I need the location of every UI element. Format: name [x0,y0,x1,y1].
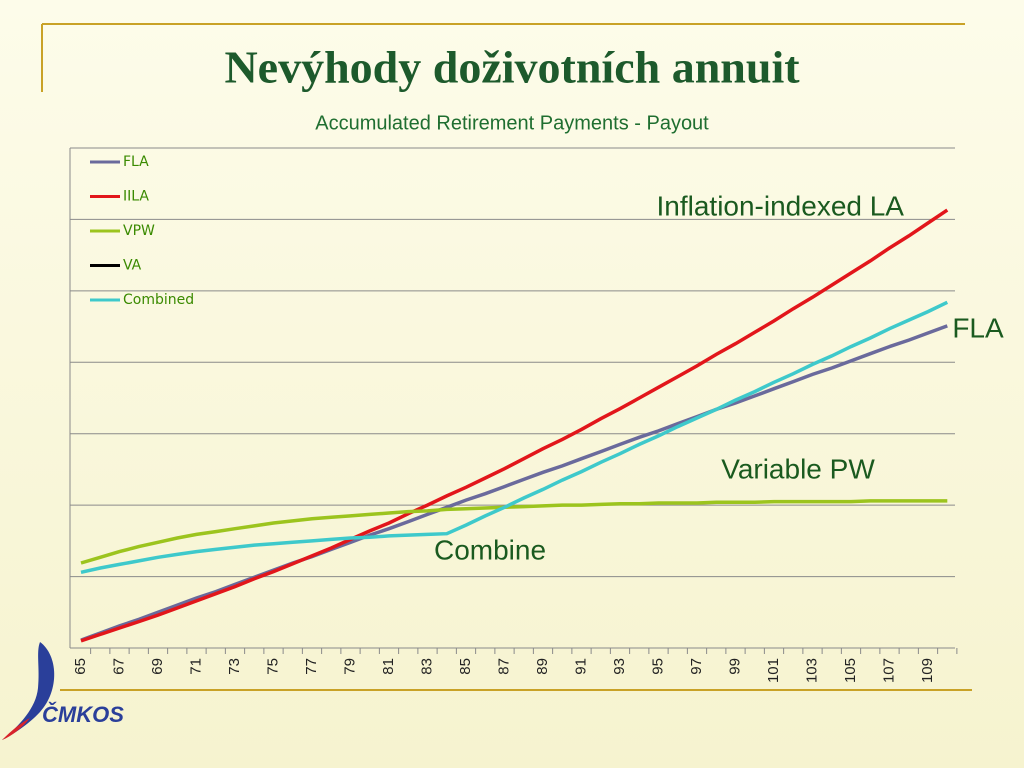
annotation: Variable PW [721,453,875,484]
x-tick-label: 77 [303,658,320,675]
x-tick-label: 79 [341,658,358,675]
slide-title: Nevýhody doživotních annuit [224,42,800,93]
x-tick-label: 99 [726,658,743,675]
x-tick-label: 103 [803,658,820,683]
x-tick-label: 87 [495,658,512,675]
legend-label: Combined [123,292,194,308]
x-tick-label: 95 [649,658,666,675]
x-tick-label: 91 [572,658,589,675]
annotation: Inflation-indexed LA [656,190,904,221]
logo-text: ČMKOS [42,702,124,727]
x-tick-label: 83 [418,658,435,675]
legend-label: FLA [123,154,149,170]
x-tick-label: 67 [110,658,127,675]
legend-label: VPW [123,223,155,239]
x-tick-label: 73 [226,658,243,675]
x-tick-label: 89 [534,658,551,675]
series-line [80,300,949,575]
x-tick-label: 65 [72,658,89,675]
series-line [80,499,948,565]
x-tick-label: 101 [765,658,782,683]
x-tick-label: 105 [842,658,859,683]
chart: 65 67 69 71 73 75 77 79 81 83 85 87 89 91 93 95 97 99 101 1… [69,147,1004,683]
x-tick-label: 81 [380,658,397,675]
x-tick-label: 69 [149,658,166,675]
annotation: FLA [952,312,1004,343]
x-tick-label: 85 [457,658,474,675]
x-tick-label: 75 [264,658,281,675]
logo-swoosh-red [2,718,30,740]
x-tick-label: 107 [880,658,897,683]
series-line [80,208,949,643]
x-tick-label: 109 [919,658,936,683]
x-tick-label: 93 [611,658,628,675]
x-tick-label: 71 [187,658,204,675]
legend-label: VA [123,258,142,274]
series-line [80,324,948,642]
chart-subtitle: Accumulated Retirement Payments - Payout [315,112,709,134]
legend-label: IILA [123,189,149,205]
logo-swoosh [2,642,55,740]
annotation: Combine [434,534,546,565]
x-tick-label: 97 [688,658,705,675]
